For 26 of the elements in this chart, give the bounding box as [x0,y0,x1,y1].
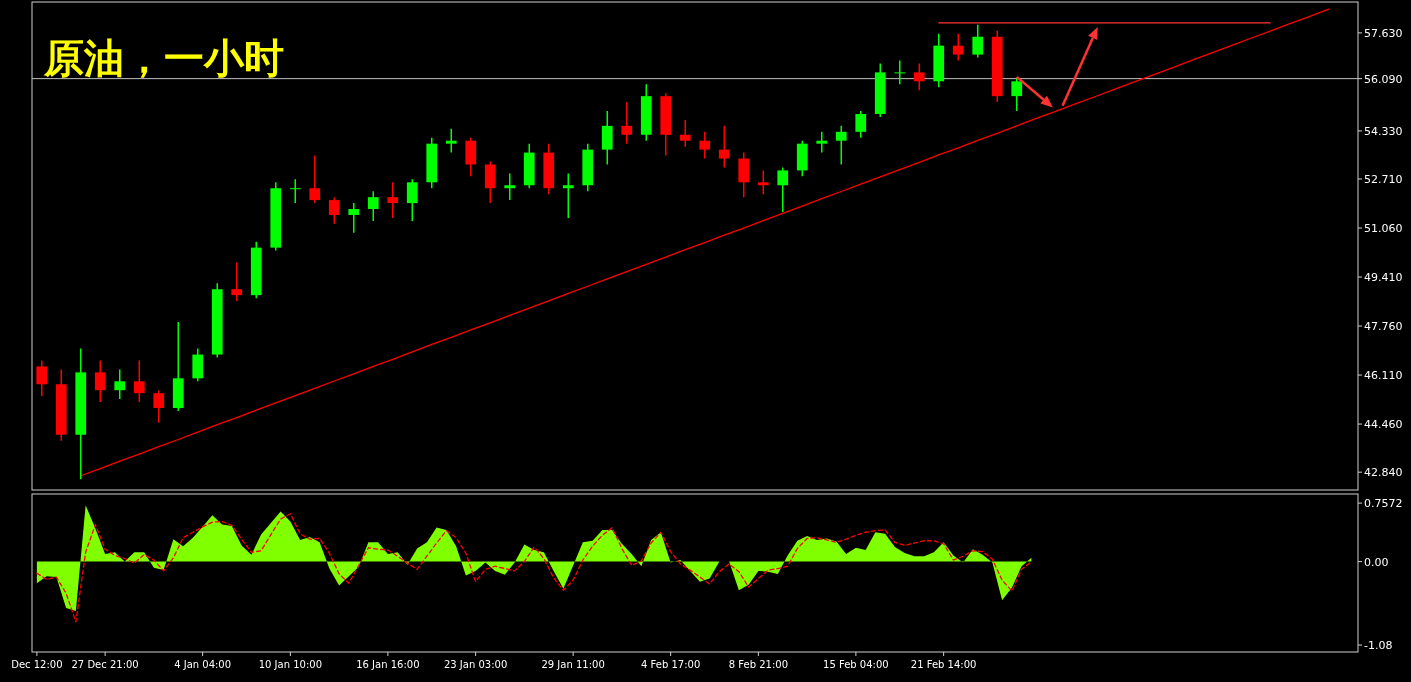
x-tick-label: 4 Jan 04:00 [174,659,232,670]
text: 原油，一小时 [43,35,284,81]
y-tick-label: 42.840 [1364,466,1403,480]
x-tick-label: 10 Jan 10:00 [258,659,323,670]
x-tick-label: Dec 12:00 [11,659,63,670]
y-tick-label: 44.460 [1364,418,1403,432]
y-tick-label: 52.710 [1364,173,1403,187]
y-tick-label: -1.08 [1364,639,1393,653]
x-tick-label: 4 Feb 17:00 [641,659,701,670]
x-tick-label: 16 Jan 16:00 [356,659,420,670]
y-tick-label: 57.630 [1364,26,1403,40]
y-tick-label: 51.060 [1364,222,1403,236]
y-tick-label: 49.410 [1364,271,1403,285]
x-tick-label: 21 Feb 14:00 [910,659,977,670]
x-tick-label: 8 Feb 21:00 [728,659,788,670]
y-tick-label: 0.00 [1364,555,1389,569]
x-tick-label: 27 Dec 21:00 [71,659,139,670]
x-tick-label: 15 Feb 04:00 [823,659,889,670]
y-tick-label: 0.7572 [1364,497,1403,511]
y-tick-label: 46.110 [1364,369,1403,383]
line-series [36,513,1033,623]
y-tick-label: 54.330 [1364,124,1403,138]
x-tick-label: 29 Jan 11:00 [541,659,605,670]
y-tick-label: 56.090 [1364,72,1403,86]
y-tick-label: 47.760 [1364,320,1403,334]
x-tick-label: 23 Jan 03:00 [443,659,508,670]
